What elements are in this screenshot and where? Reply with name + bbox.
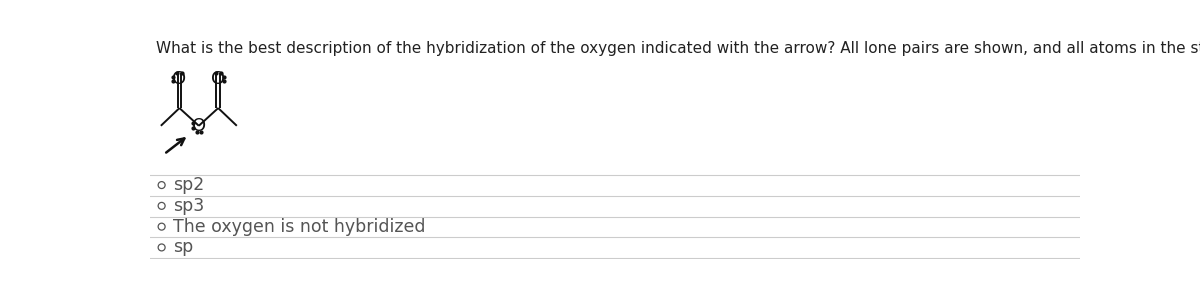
Text: sp: sp: [173, 238, 193, 256]
Text: sp3: sp3: [173, 197, 204, 215]
Text: O: O: [192, 117, 206, 135]
Text: O: O: [211, 70, 226, 88]
Text: The oxygen is not hybridized: The oxygen is not hybridized: [173, 218, 426, 236]
Text: sp2: sp2: [173, 176, 204, 194]
Text: O: O: [173, 70, 186, 88]
Text: What is the best description of the hybridization of the oxygen indicated with t: What is the best description of the hybr…: [156, 41, 1200, 56]
